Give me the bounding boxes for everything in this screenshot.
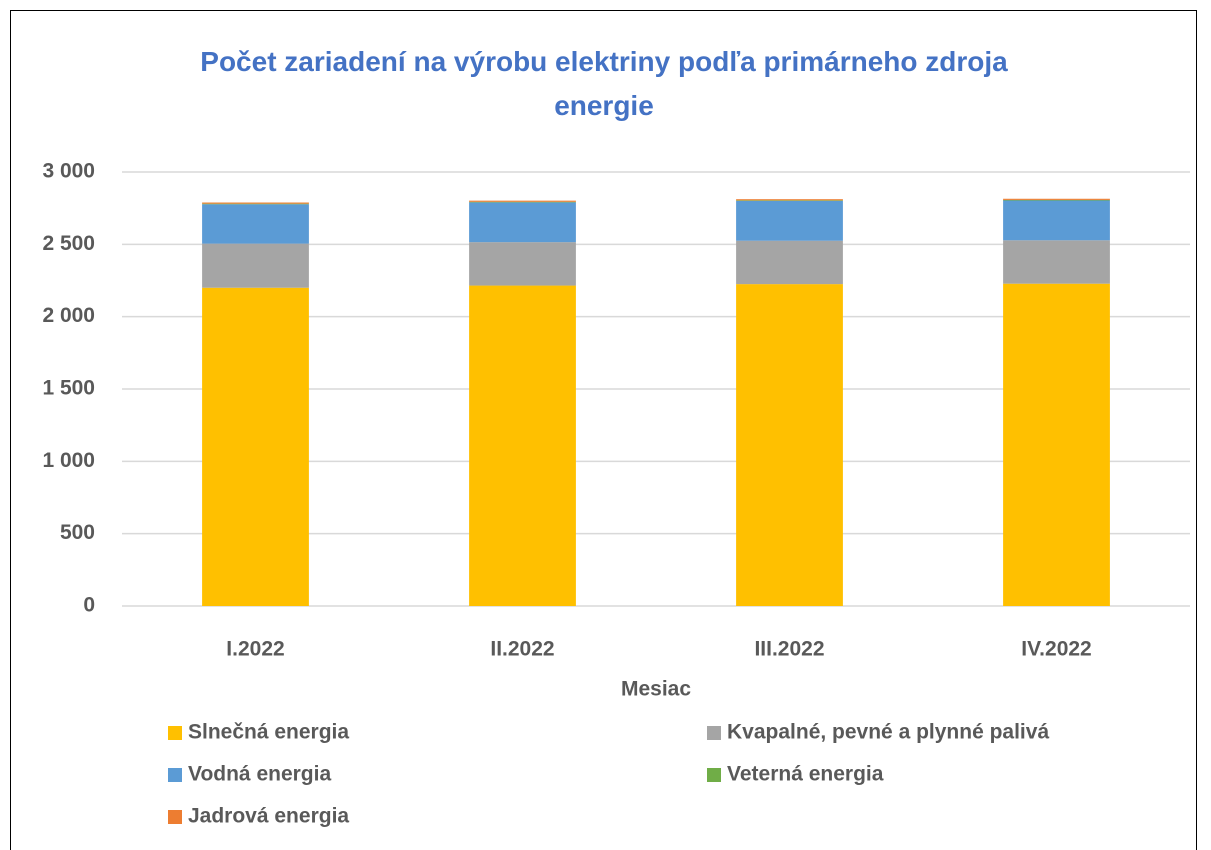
bar-segment — [1003, 200, 1110, 241]
bar-segment — [736, 199, 843, 201]
x-tick-label: II.2022 — [490, 638, 554, 661]
x-tick-label: III.2022 — [754, 638, 824, 661]
x-tick-label: I.2022 — [226, 638, 284, 661]
legend-label: Vodná energia — [188, 763, 331, 786]
bar-segment — [736, 200, 843, 201]
bar-segment — [736, 200, 843, 241]
legend-swatch — [168, 810, 182, 824]
y-tick-label: 1 000 — [42, 449, 95, 472]
y-tick-label: 500 — [60, 521, 95, 544]
y-tick-label: 1 500 — [42, 377, 95, 400]
legend-swatch — [707, 768, 721, 782]
x-axis-label: Mesiac — [621, 678, 691, 701]
legend-swatch — [168, 768, 182, 782]
y-tick-label: 0 — [83, 594, 95, 617]
bar-segment — [469, 242, 576, 286]
bar-segment — [202, 287, 309, 606]
y-tick-label: 3 000 — [42, 160, 95, 183]
bar-segment — [1003, 240, 1110, 284]
legend-label: Kvapalné, pevné a plynné palivá — [727, 721, 1049, 744]
y-tick-label: 2 000 — [42, 304, 95, 327]
bar-segment — [1003, 198, 1110, 200]
bar-segment — [469, 200, 576, 202]
bar-segment — [1003, 199, 1110, 201]
bar-segment — [469, 201, 576, 203]
bar-segment — [736, 284, 843, 606]
y-tick-label: 2 500 — [42, 232, 95, 255]
bar-segment — [469, 202, 576, 243]
chart-frame — [10, 10, 1197, 850]
legend-label: Slnečná energia — [188, 721, 349, 744]
bar-segment — [469, 285, 576, 606]
bar-segment — [202, 203, 309, 205]
legend-label: Jadrová energia — [188, 805, 349, 828]
legend-swatch — [168, 726, 182, 740]
legend-label: Veterná energia — [727, 763, 884, 786]
bar-segment — [736, 240, 843, 285]
legend-swatch — [707, 726, 721, 740]
bar-segment — [202, 243, 309, 288]
bar-segment — [202, 202, 309, 204]
chart-title: Počet zariadení na výrobu elektriny podľ… — [200, 46, 1008, 121]
bar-segment — [202, 204, 309, 244]
x-tick-label: IV.2022 — [1021, 638, 1091, 661]
bar-segment — [1003, 283, 1110, 606]
